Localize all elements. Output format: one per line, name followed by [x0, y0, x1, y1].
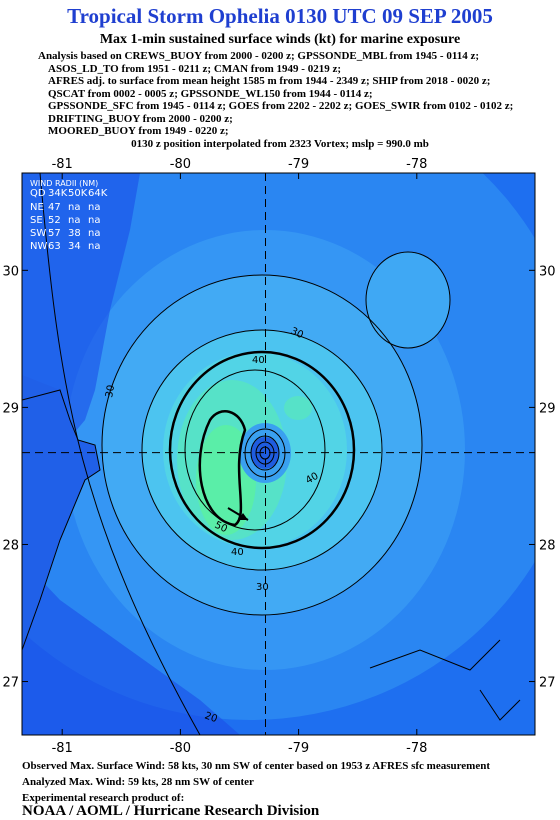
x-tick-label: -78 [406, 157, 427, 172]
radii-column: 50K [68, 188, 88, 199]
radii-cell: na [88, 202, 100, 213]
x-tick-label: -81 [52, 157, 73, 172]
position-line: 0130 z position interpolated from 2323 V… [131, 138, 429, 150]
footer-line: Analyzed Max. Wind: 59 kts, 28 nm SW of … [22, 776, 254, 788]
radii-column: QD [30, 188, 46, 199]
footer-org: NOAA / AOML / Hurricane Research Divisio… [22, 803, 320, 819]
radii-cell: SW [30, 228, 46, 239]
contour-label: 20 [203, 710, 219, 725]
motion-arrow-head [238, 513, 248, 520]
y-tick-label: 29 [2, 401, 19, 416]
analysis-line: Analysis based on CREWS_BUOY from 2000 -… [38, 50, 480, 62]
radii-title: WIND RADII (NM) [30, 179, 98, 188]
y-tick-label: 28 [2, 538, 19, 553]
contour-label: 30 [289, 326, 305, 341]
radii-cell: 38 [68, 228, 81, 239]
x-tick-label: -79 [288, 741, 309, 756]
y-tick-label: 30 [539, 264, 556, 279]
radii-cell: na [68, 215, 80, 226]
analysis-line: ASOS_LD_TO from 1951 - 0211 z; CMAN from… [48, 62, 342, 75]
radii-column: 34K [48, 188, 68, 199]
footer-line: Experimental research product of: [22, 792, 185, 804]
footer-line: Observed Max. Surface Wind: 58 kts, 30 n… [22, 760, 491, 772]
x-tick-label: -80 [170, 157, 191, 172]
map: 30 40 30 40 50 40 30 20 WIND RADII (NM) … [2, 157, 556, 756]
radii-cell: 52 [48, 215, 61, 226]
y-tick-label: 27 [2, 676, 19, 691]
radii-cell: 34 [68, 241, 81, 252]
x-tick-label: -81 [52, 741, 73, 756]
radii-cell: 47 [48, 202, 61, 213]
contour-label: 40 [252, 355, 265, 366]
analysis-line: AFRES adj. to surface from mean height 1… [48, 75, 491, 87]
y-tick-label: 30 [2, 264, 19, 279]
radii-column: 64K [88, 188, 108, 199]
radii-cell: NE [30, 202, 44, 213]
subtitle: Max 1-min sustained surface winds (kt) f… [99, 32, 461, 47]
title: Tropical Storm Ophelia 0130 UTC 09 SEP 2… [67, 4, 493, 28]
x-tick-label: -79 [288, 157, 309, 172]
radii-cell: na [88, 228, 100, 239]
radii-cell: na [68, 202, 80, 213]
analysis-line: QSCAT from 0002 - 0005 z; GPSSONDE_WL150… [48, 87, 373, 100]
frame [21, 172, 536, 736]
contour-label: 30 [104, 384, 117, 398]
radii-cell: SE [30, 215, 43, 226]
x-tick-label: -80 [170, 741, 191, 756]
analysis-line: DRIFTING_BUOY from 2000 - 0200 z; [48, 112, 233, 125]
radii-cell: 57 [48, 228, 61, 239]
radii-cell: na [88, 215, 100, 226]
x-tick-label: -78 [406, 741, 427, 756]
y-tick-label: 27 [539, 676, 556, 691]
analysis-line: MOORED_BUOY from 1949 - 0220 z; [48, 125, 229, 137]
radii-cell: NW [30, 241, 47, 252]
analysis-line: GPSSONDE_SFC from 1945 - 0114 z; GOES fr… [48, 100, 514, 112]
y-tick-label: 28 [539, 538, 556, 553]
contour-label: 30 [256, 582, 269, 593]
contour-label: 50 [213, 520, 229, 535]
y-tick-label: 29 [539, 401, 556, 416]
radii-cell: 63 [48, 241, 61, 252]
contour-label: 40 [231, 547, 244, 558]
radii-cell: na [88, 241, 100, 252]
